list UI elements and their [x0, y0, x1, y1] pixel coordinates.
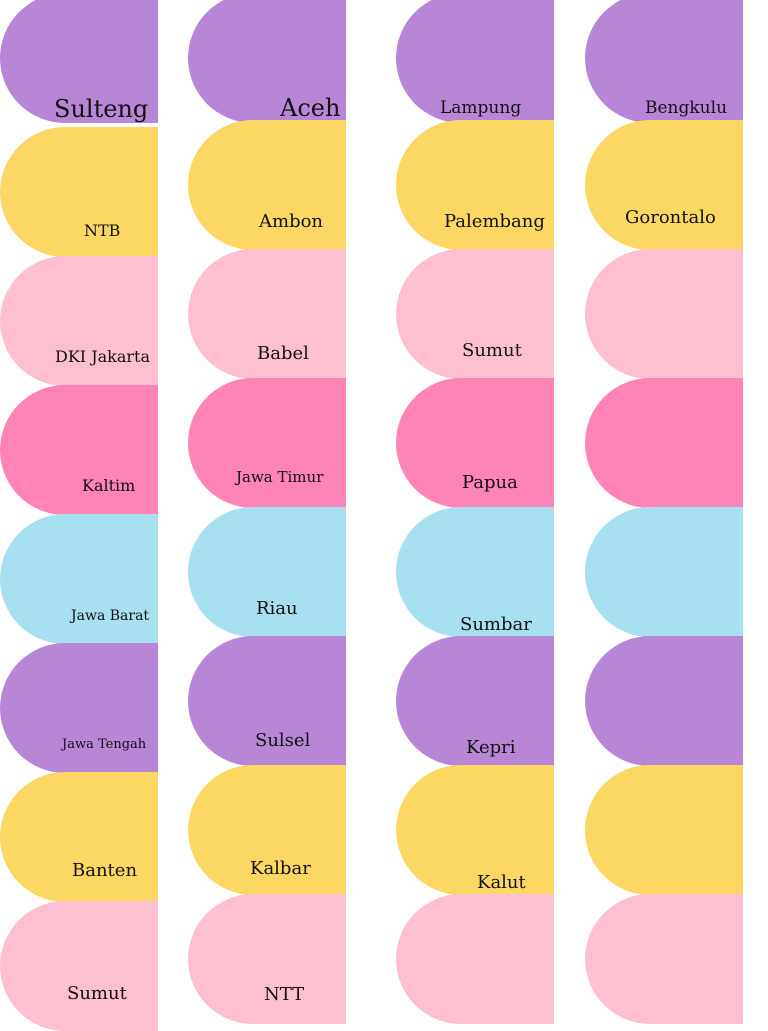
tile-label: Bengkulu	[645, 98, 728, 118]
tile-label: Palembang	[444, 211, 545, 232]
province-tile[interactable]	[585, 894, 743, 1024]
tile-label: Aceh	[280, 94, 341, 122]
province-tile[interactable]: Jawa Barat	[0, 514, 158, 644]
tile-label: Kepri	[466, 737, 516, 758]
province-tile[interactable]: Kalbar	[188, 765, 346, 895]
province-tile[interactable]: NTB	[0, 127, 158, 257]
tile-label: Papua	[462, 472, 518, 493]
province-tile[interactable]: Sumbar	[396, 507, 554, 637]
province-tile[interactable]: Ambon	[188, 120, 346, 250]
tile-label: Kaltim	[82, 476, 136, 495]
tile-label: Riau	[256, 598, 298, 619]
tile-label: Ambon	[259, 211, 324, 232]
column-3: Lampung Palembang Sumut Papua Sumbar Kep…	[396, 0, 554, 1024]
column-2: Aceh Ambon Babel Jawa Timur Riau Sulsel …	[188, 0, 346, 1024]
tile-label: Sumut	[67, 983, 127, 1004]
province-tile[interactable]: Kalut	[396, 765, 554, 895]
tile-label: NTB	[84, 221, 121, 240]
province-tile[interactable]: NTT	[188, 894, 346, 1024]
province-tile[interactable]: Riau	[188, 507, 346, 637]
column-1: Sulteng NTB DKI Jakarta Kaltim Jawa Bara…	[0, 0, 158, 1031]
tile-label: NTT	[264, 984, 305, 1005]
province-tile[interactable]: Banten	[0, 772, 158, 902]
province-tile[interactable]	[585, 636, 743, 766]
province-tile[interactable]: DKI Jakarta	[0, 256, 158, 386]
tile-label: Kalbar	[250, 858, 311, 879]
tile-label: Sulsel	[255, 730, 311, 751]
tile-label: Banten	[72, 860, 138, 881]
province-tile[interactable]: Jawa Timur	[188, 378, 346, 508]
province-tile[interactable]	[585, 249, 743, 379]
province-tile[interactable]: Kaltim	[0, 385, 158, 515]
province-tile[interactable]	[585, 378, 743, 508]
tile-label: Gorontalo	[625, 207, 716, 228]
province-tile[interactable]: Bengkulu	[585, 0, 743, 123]
tile-label: Babel	[257, 343, 309, 364]
province-tile[interactable]: Sulteng	[0, 0, 158, 123]
tile-label: DKI Jakarta	[55, 347, 150, 366]
tile-label: Jawa Tengah	[62, 737, 147, 752]
province-tile[interactable]	[585, 507, 743, 637]
province-tile[interactable]: Kepri	[396, 636, 554, 766]
province-tile[interactable]: Aceh	[188, 0, 346, 123]
province-tile[interactable]: Papua	[396, 378, 554, 508]
province-tile[interactable]: Babel	[188, 249, 346, 379]
province-tile[interactable]: Jawa Tengah	[0, 643, 158, 773]
province-tile[interactable]: Sulsel	[188, 636, 346, 766]
province-tile[interactable]	[396, 894, 554, 1024]
province-tile[interactable]: Lampung	[396, 0, 554, 123]
tile-label: Jawa Barat	[71, 608, 150, 624]
tile-label: Jawa Timur	[236, 468, 324, 486]
tile-label: Sumbar	[460, 614, 532, 635]
province-tile[interactable]	[585, 765, 743, 895]
tile-label: Sumut	[462, 340, 522, 361]
column-4: Bengkulu Gorontalo	[585, 0, 743, 1024]
province-tile[interactable]: Sumut	[0, 901, 158, 1031]
province-tile[interactable]: Gorontalo	[585, 120, 743, 250]
tile-label: Sulteng	[54, 95, 149, 123]
tile-label: Lampung	[440, 98, 522, 118]
province-tile[interactable]: Palembang	[396, 120, 554, 250]
province-tile[interactable]: Sumut	[396, 249, 554, 379]
tile-label: Kalut	[477, 872, 526, 893]
